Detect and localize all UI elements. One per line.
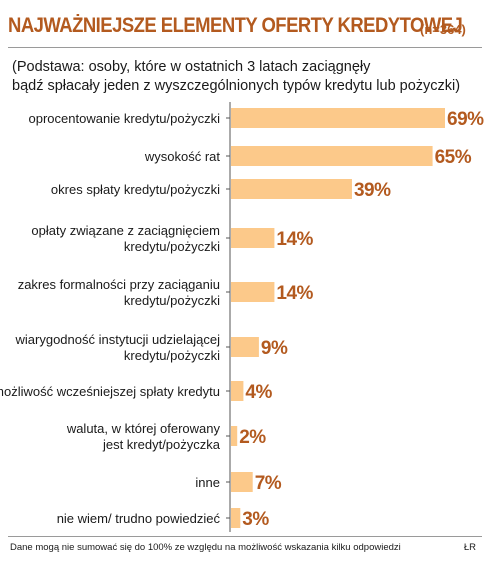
source-credit: ŁR bbox=[463, 542, 476, 553]
value-label: 4% bbox=[245, 382, 272, 403]
category-label: opłaty związane z zaciągnięciem kredytu/p… bbox=[31, 223, 220, 254]
bar bbox=[231, 228, 275, 248]
top-divider bbox=[8, 47, 482, 48]
subtitle-line-2: bądź spłacały jeden z wyszczególnionych … bbox=[12, 78, 461, 94]
bar-row: nie wiem/ trudno powiedzieć 3% bbox=[57, 508, 270, 530]
bar bbox=[231, 508, 241, 528]
bar-row: inne 7% bbox=[195, 472, 282, 494]
category-label: inne bbox=[195, 475, 220, 490]
subtitle-line-1: (Podstawa: osoby, które w ostatnich 3 la… bbox=[12, 59, 371, 75]
bar bbox=[231, 146, 433, 166]
chart-subtitle: (Podstawa: osoby, które w ostatnich 3 la… bbox=[12, 58, 482, 96]
value-label: 39% bbox=[354, 180, 391, 201]
value-label: 9% bbox=[261, 338, 288, 359]
bar bbox=[231, 472, 253, 492]
category-label: oprocentowanie kredytu/pożyczki bbox=[29, 111, 221, 126]
bar-row: waluta, w której oferowany jest kredyt/po… bbox=[66, 421, 267, 452]
category-label: możliwość wcześniejszej spłaty kredytu bbox=[0, 384, 220, 399]
sample-size: (n=364) bbox=[420, 22, 466, 37]
bar-row: opłaty związane z zaciągnięciem kredytu/p… bbox=[31, 223, 314, 254]
chart-title: NAJWAŻNIEJSZE ELEMENTY OFERTY KREDYTOWEJ bbox=[8, 14, 463, 37]
title-row: NAJWAŻNIEJSZE ELEMENTY OFERTY KREDYTOWEJ… bbox=[8, 14, 482, 38]
bar bbox=[231, 381, 244, 401]
value-label: 14% bbox=[276, 229, 313, 250]
footnote: Dane mogą nie sumować się do 100% ze wzg… bbox=[10, 542, 401, 553]
bar-row: wiarygodność instytucji udzielającej kred… bbox=[15, 332, 289, 363]
category-label: zakres formalności przy zaciąganiu kredyt… bbox=[18, 277, 220, 308]
bar-row: wysokość rat 65% bbox=[144, 146, 472, 168]
bar bbox=[231, 426, 238, 446]
category-label: okres spłaty kredytu/pożyczki bbox=[51, 182, 220, 197]
value-label: 14% bbox=[276, 283, 313, 304]
category-label: waluta, w której oferowany jest kredyt/po… bbox=[66, 421, 221, 452]
category-label: nie wiem/ trudno powiedzieć bbox=[57, 511, 221, 526]
bar bbox=[231, 337, 259, 357]
bar bbox=[231, 282, 275, 302]
value-label: 7% bbox=[255, 473, 282, 494]
value-label: 69% bbox=[447, 109, 484, 130]
bar bbox=[231, 179, 352, 199]
bar-row: oprocentowanie kredytu/pożyczki 69% bbox=[29, 108, 485, 130]
value-label: 65% bbox=[435, 147, 472, 168]
category-label: wiarygodność instytucji udzielającej kred… bbox=[15, 332, 221, 363]
value-label: 2% bbox=[239, 427, 266, 448]
value-label: 3% bbox=[242, 509, 269, 530]
bar-row: zakres formalności przy zaciąganiu kredyt… bbox=[18, 277, 314, 308]
bar-row: okres spłaty kredytu/pożyczki 39% bbox=[51, 179, 392, 201]
bar-row: możliwość wcześniejszej spłaty kredytu 4% bbox=[0, 381, 273, 403]
category-label: wysokość rat bbox=[144, 149, 221, 164]
bottom-divider bbox=[8, 536, 482, 537]
bar bbox=[231, 108, 445, 128]
